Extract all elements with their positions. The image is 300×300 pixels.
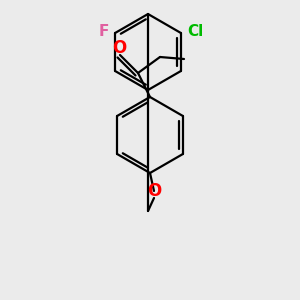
Text: Cl: Cl <box>187 25 203 40</box>
Text: F: F <box>99 25 109 40</box>
Text: O: O <box>112 39 126 57</box>
Text: O: O <box>147 182 161 200</box>
